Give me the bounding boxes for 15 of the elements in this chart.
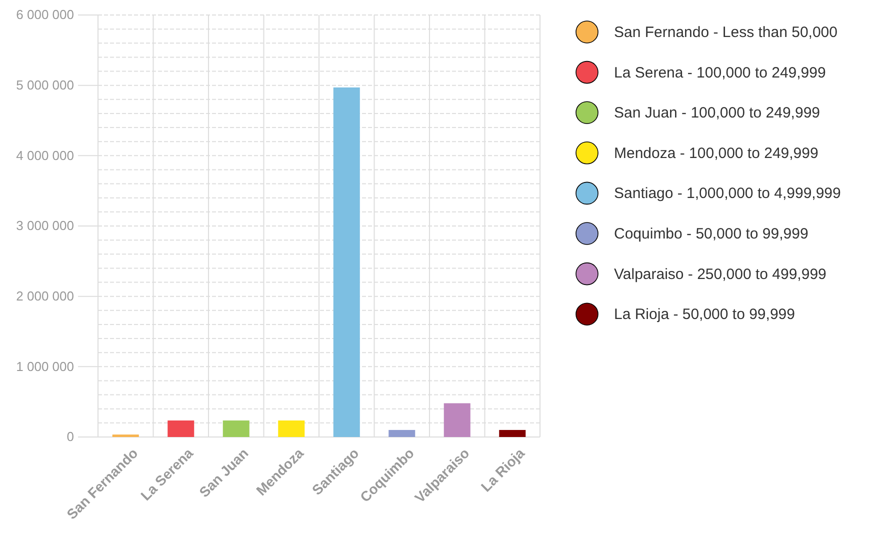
legend-label: Coquimbo - 50,000 to 99,999 xyxy=(614,226,808,242)
legend-label: Valparaiso - 250,000 to 499,999 xyxy=(614,266,826,283)
legend-label: La Rioja - 50,000 to 99,999 xyxy=(614,306,795,324)
legend-label: Santiago - 1,000,000 to 4,999,999 xyxy=(614,185,841,202)
legend-label: La Serena - 100,000 to 249,999 xyxy=(614,64,826,82)
y-tick-label: 2 000 000 xyxy=(16,288,74,304)
y-tick-label: 0 xyxy=(66,429,74,444)
y-tick-label: 4 000 000 xyxy=(16,148,74,163)
y-tick-label: 5 000 000 xyxy=(16,77,74,92)
legend-label: San Juan - 100,000 to 249,999 xyxy=(614,104,820,122)
legend-label: Mendoza - 100,000 to 249,999 xyxy=(614,144,818,162)
y-tick-label: 1 000 000 xyxy=(16,358,74,374)
y-tick-label: 3 000 000 xyxy=(16,218,74,234)
y-tick-label: 6 000 000 xyxy=(16,7,74,22)
legend-label: San Fernando - Less than 50,000 xyxy=(614,24,838,41)
